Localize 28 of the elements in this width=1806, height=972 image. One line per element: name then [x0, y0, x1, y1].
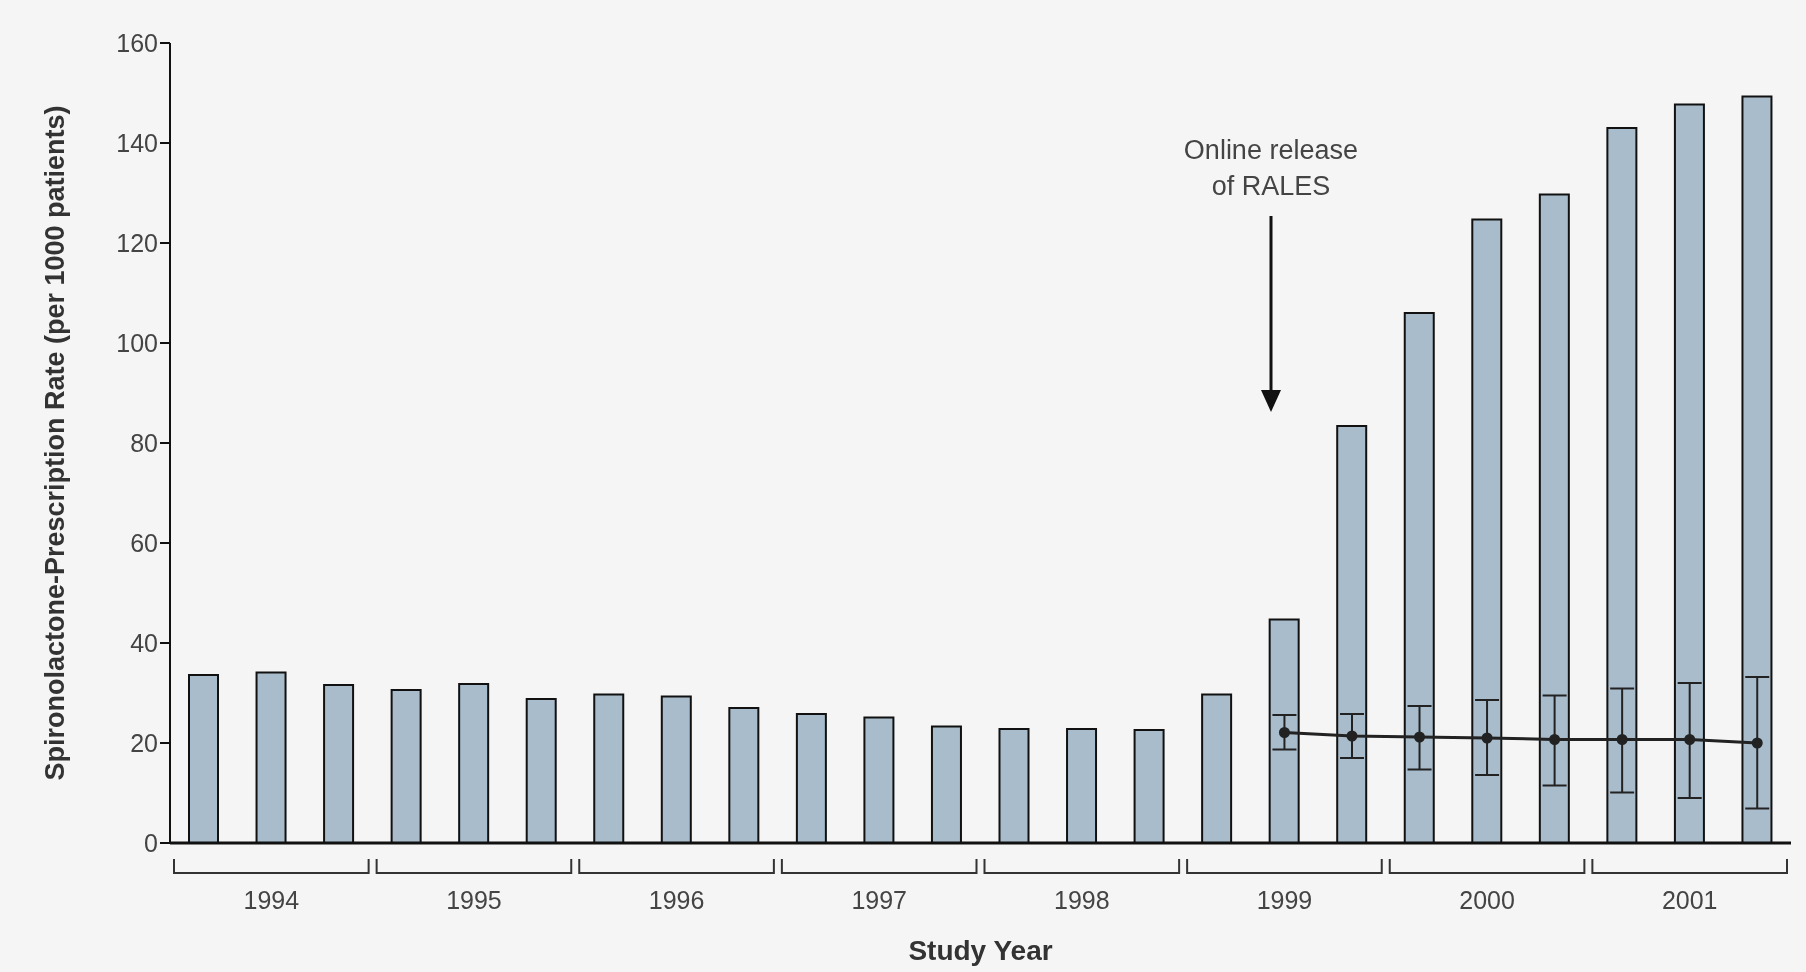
x-tick-label: 1994	[243, 886, 300, 914]
y-tick-label: 140	[116, 128, 158, 157]
point	[1346, 730, 1358, 742]
y-tick-label: 60	[130, 528, 158, 557]
annotation: Online release of RALES	[1182, 134, 1359, 203]
point	[1751, 737, 1763, 749]
x-tick-label: 1997	[851, 886, 907, 914]
x-tick-label: 2000	[1459, 886, 1515, 914]
y-tick-label: 40	[130, 628, 158, 657]
x-tick-label: 1995	[446, 886, 502, 914]
point	[1278, 727, 1290, 738]
x-tick-label: 1999	[1256, 886, 1313, 914]
y-axis-title: Spironolactone-Prescription Rate (per 1000 patients)	[39, 105, 71, 781]
y-tick-label: 0	[144, 828, 158, 857]
y-tick-label: 20	[130, 728, 158, 757]
y-tick-label: 160	[116, 28, 158, 57]
y-tick-label: 120	[116, 228, 158, 257]
point	[1414, 731, 1426, 743]
point	[1684, 734, 1696, 745]
y-tick-label: 80	[130, 428, 158, 457]
x-tick-label: 1996	[648, 886, 705, 914]
point	[1549, 734, 1561, 745]
x-tick-label: 1998	[1054, 886, 1110, 914]
x-axis-title: Study Year	[907, 935, 1054, 967]
point	[1616, 734, 1628, 745]
y-tick-label: 100	[116, 328, 158, 357]
point	[1481, 732, 1493, 744]
x-tick-label: 2001	[1661, 886, 1718, 914]
